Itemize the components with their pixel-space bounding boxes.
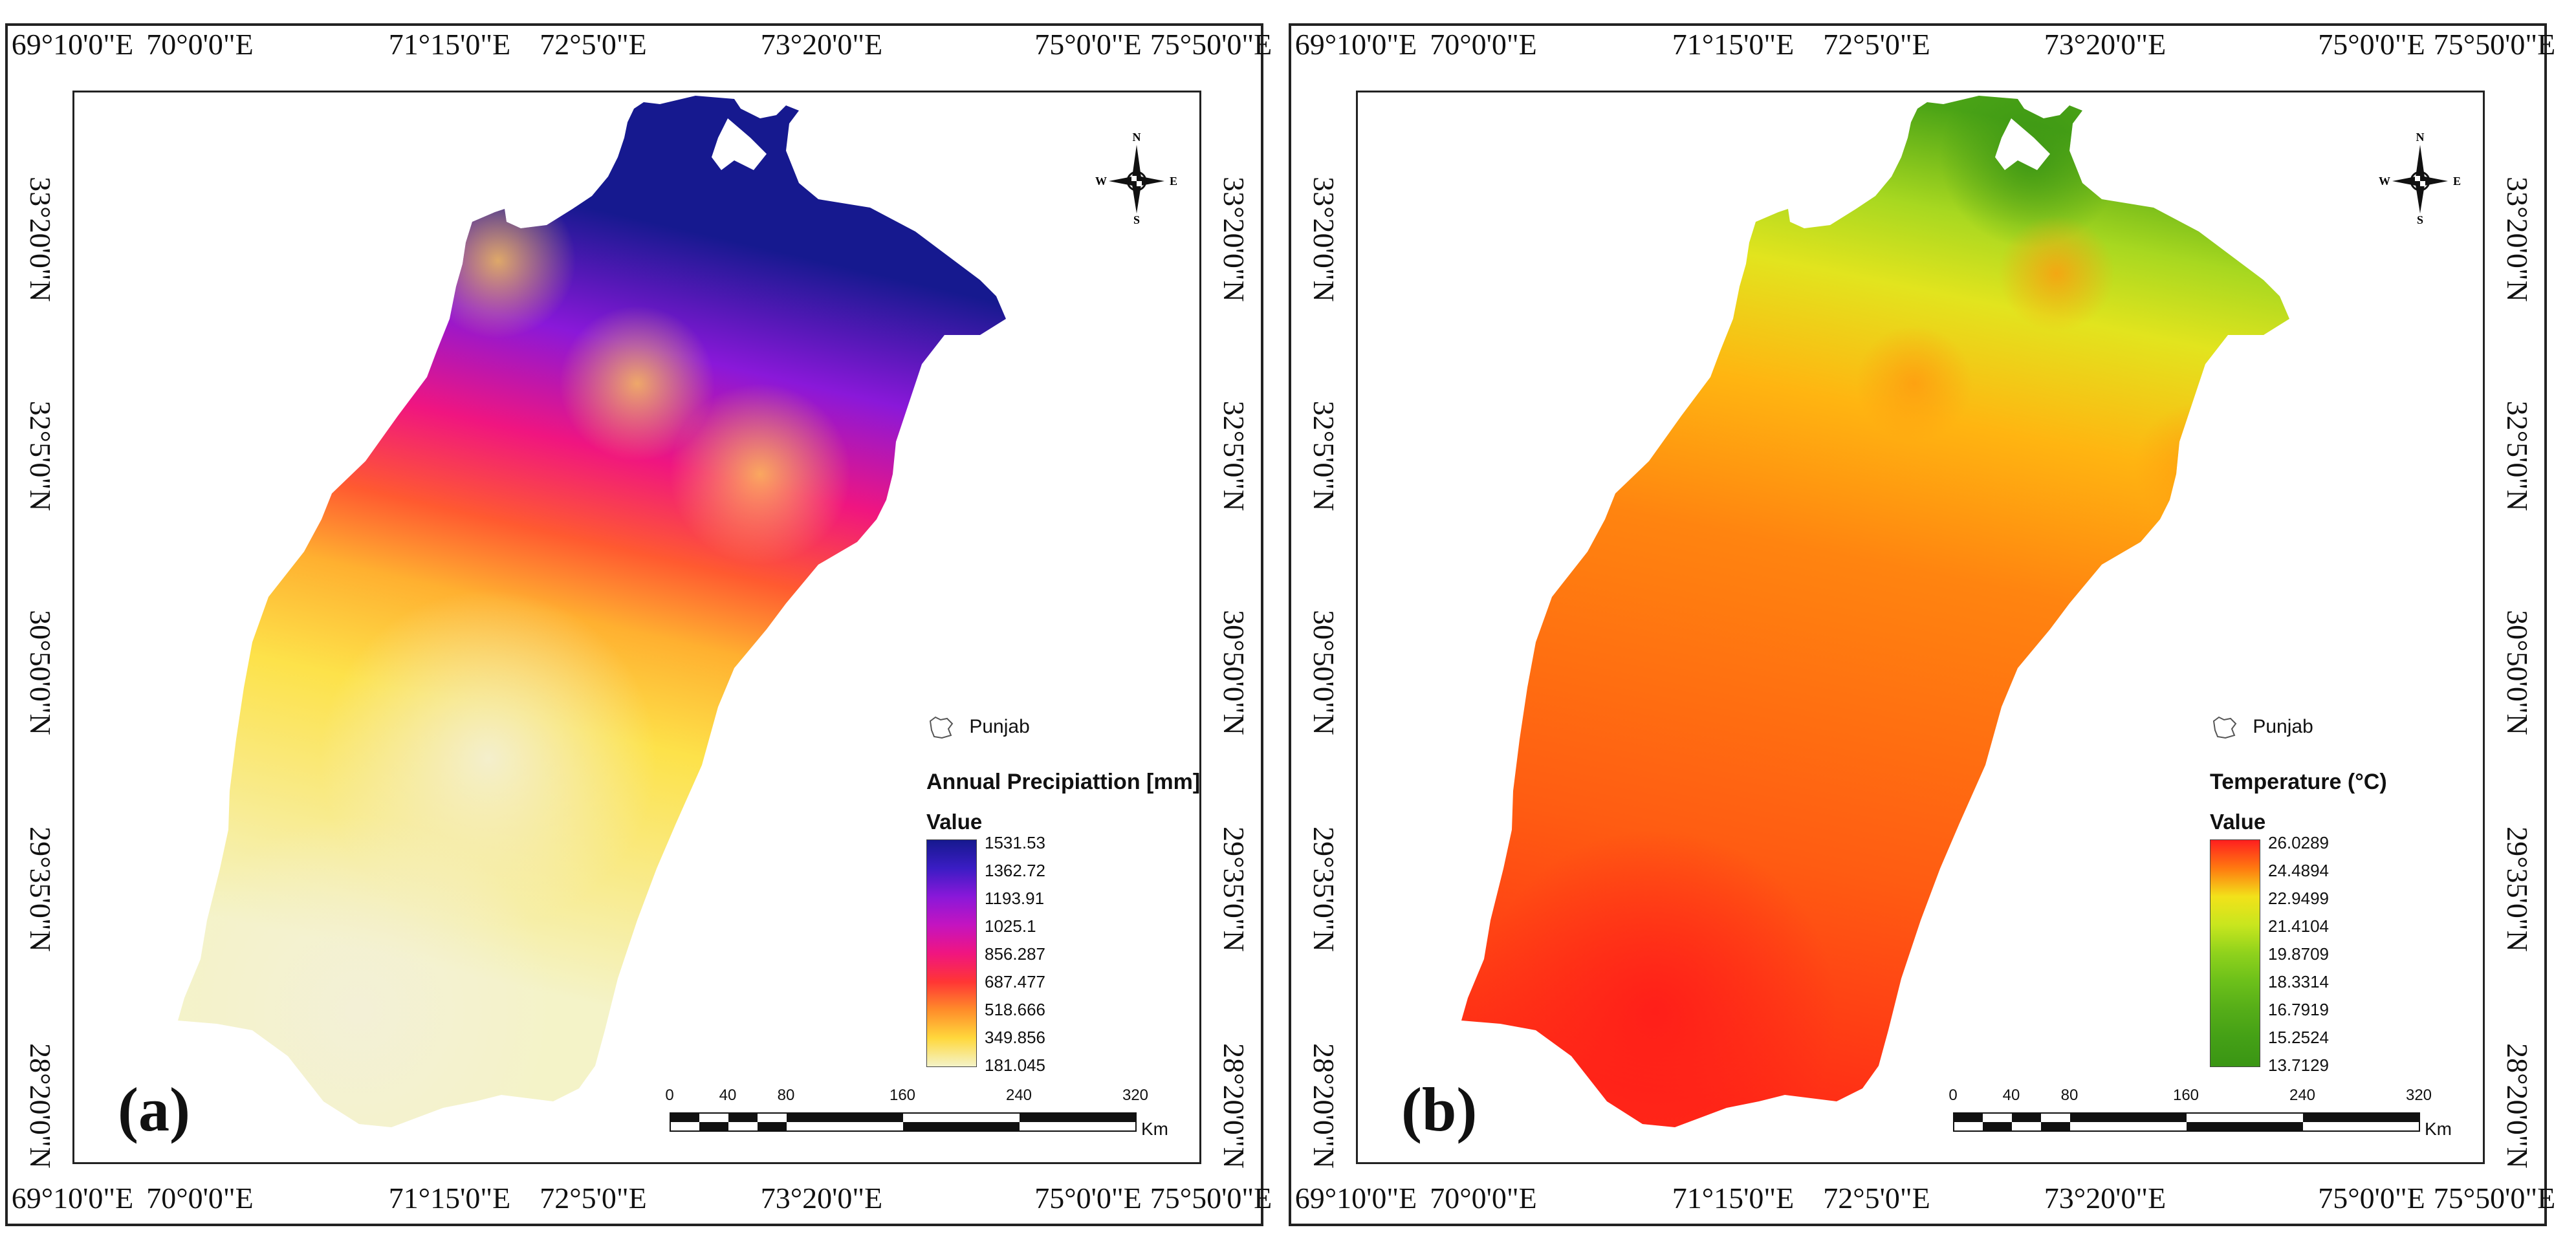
longitude-label-bottom: 75°0'0"E — [1034, 1182, 1142, 1215]
longitude-label-top: 71°15'0"E — [388, 28, 511, 61]
layer-legend: Punjab — [926, 715, 1030, 741]
scale-tick: 160 — [2172, 1086, 2199, 1104]
punjab-outline-icon — [929, 716, 954, 739]
map-frame — [1356, 91, 2485, 1164]
scale-tick: 0 — [665, 1086, 674, 1104]
legend-value: 18.3314 — [2268, 972, 2329, 991]
compass-north: N — [1133, 131, 1141, 144]
longitude-label-top: 75°50'0"E — [1150, 28, 1272, 61]
scale-tick: 0 — [1948, 1086, 1958, 1104]
longitude-label-top: 75°50'0"E — [2433, 28, 2556, 61]
scale-unit: Km — [1141, 1119, 1168, 1139]
longitude-label-top: 72°5'0"E — [1823, 28, 1930, 61]
precipitation-map — [178, 96, 1006, 1127]
compass-west: W — [2379, 175, 2390, 188]
longitude-label-bottom: 75°50'0"E — [2433, 1182, 2556, 1215]
temperature-map — [1461, 96, 2289, 1127]
legend-value-label: Value — [2210, 810, 2266, 834]
legend-value: 856.287 — [985, 944, 1045, 964]
scale-unit: Km — [2425, 1119, 2452, 1139]
legend-value: 22.9499 — [2268, 889, 2329, 908]
legend-value: 19.8709 — [2268, 944, 2329, 964]
longitude-label-bottom: 70°0'0"E — [1430, 1182, 1537, 1215]
panel-label: (b) — [1401, 1075, 1478, 1144]
compass-east: E — [1170, 175, 1177, 188]
compass-north: N — [2416, 131, 2425, 144]
precipitation-color-ramp — [926, 839, 977, 1067]
longitude-label-bottom: 71°15'0"E — [1672, 1182, 1795, 1215]
longitude-label-bottom: 73°20'0"E — [760, 1182, 883, 1215]
scale-tick: 240 — [1005, 1086, 1032, 1104]
temperature-map-panel: 69°10'0"E 70°0'0"E 71°15'0"E 72°5'0"E 73… — [1289, 23, 2555, 1226]
longitude-label-top: 75°0'0"E — [1034, 28, 1142, 61]
longitude-label-top: 73°20'0"E — [760, 28, 883, 61]
layer-name: Punjab — [2253, 715, 2313, 737]
layer-name: Punjab — [969, 715, 1030, 737]
legend-value: 1025.1 — [985, 916, 1036, 936]
legend-value: 13.7129 — [2268, 1055, 2329, 1075]
scale-tick: 40 — [2002, 1086, 2020, 1104]
layer-legend: Punjab — [2210, 715, 2313, 741]
longitude-label-bottom: 69°10'0"E — [11, 1182, 134, 1215]
scale-tick: 80 — [777, 1086, 795, 1104]
scale-tick: 40 — [719, 1086, 737, 1104]
precipitation-map-panel: 69°10'0"E 70°0'0"E 71°15'0"E 72°5'0"E 73… — [5, 23, 1272, 1226]
north-arrow-icon: N W E S — [2379, 131, 2461, 226]
compass-west: W — [1095, 175, 1107, 188]
longitude-label-bottom: 70°0'0"E — [146, 1182, 254, 1215]
legend-value: 24.4894 — [2268, 861, 2329, 880]
legend-value: 26.0289 — [2268, 833, 2329, 852]
longitude-label-bottom: 75°0'0"E — [2318, 1182, 2425, 1215]
scale-tick: 320 — [1122, 1086, 1149, 1104]
punjab-outline-icon — [2212, 716, 2237, 739]
legend-value: 349.856 — [985, 1028, 1045, 1047]
legend-value: 15.2524 — [2268, 1028, 2329, 1047]
longitude-label-top: 73°20'0"E — [2044, 28, 2167, 61]
longitude-label-top: 75°0'0"E — [2318, 28, 2425, 61]
legend-title: Annual Precipiattion [mm] — [926, 770, 1201, 794]
legend-value: 181.045 — [985, 1055, 1045, 1075]
compass-south: S — [2417, 213, 2423, 226]
scale-tick: 320 — [2405, 1086, 2432, 1104]
scale-bar — [670, 1112, 1137, 1132]
legend-value: 16.7919 — [2268, 1000, 2329, 1019]
north-arrow-icon: N W E S — [1095, 131, 1177, 226]
longitude-label-top: 69°10'0"E — [11, 28, 134, 61]
legend-title: Temperature (°C) — [2210, 770, 2387, 794]
scale-tick: 160 — [889, 1086, 916, 1104]
longitude-label-bottom: 71°15'0"E — [388, 1182, 511, 1215]
longitude-label-top: 71°15'0"E — [1672, 28, 1795, 61]
longitude-label-bottom: 69°10'0"E — [1294, 1182, 1417, 1215]
legend-value: 1531.53 — [985, 833, 1045, 852]
longitude-label-bottom: 72°5'0"E — [1823, 1182, 1930, 1215]
scale-bar — [1953, 1112, 2420, 1132]
compass-east: E — [2453, 175, 2461, 188]
temperature-color-ramp — [2210, 839, 2260, 1067]
longitude-label-top: 70°0'0"E — [1430, 28, 1537, 61]
legend-value-label: Value — [926, 810, 983, 834]
legend-value: 687.477 — [985, 972, 1045, 991]
scale-tick: 80 — [2060, 1086, 2079, 1104]
longitude-label-bottom: 73°20'0"E — [2044, 1182, 2167, 1215]
compass-south: S — [1133, 213, 1140, 226]
legend-value: 518.666 — [985, 1000, 1045, 1019]
longitude-label-top: 70°0'0"E — [146, 28, 254, 61]
scale-tick: 240 — [2289, 1086, 2316, 1104]
longitude-label-bottom: 75°50'0"E — [1150, 1182, 1272, 1215]
longitude-label-top: 72°5'0"E — [540, 28, 647, 61]
longitude-label-top: 69°10'0"E — [1294, 28, 1417, 61]
legend-value: 1362.72 — [985, 861, 1045, 880]
longitude-label-bottom: 72°5'0"E — [540, 1182, 647, 1215]
map-frame — [72, 91, 1201, 1164]
legend-value: 21.4104 — [2268, 916, 2329, 936]
legend-value: 1193.91 — [985, 889, 1045, 908]
panel-label: (a) — [118, 1075, 190, 1144]
